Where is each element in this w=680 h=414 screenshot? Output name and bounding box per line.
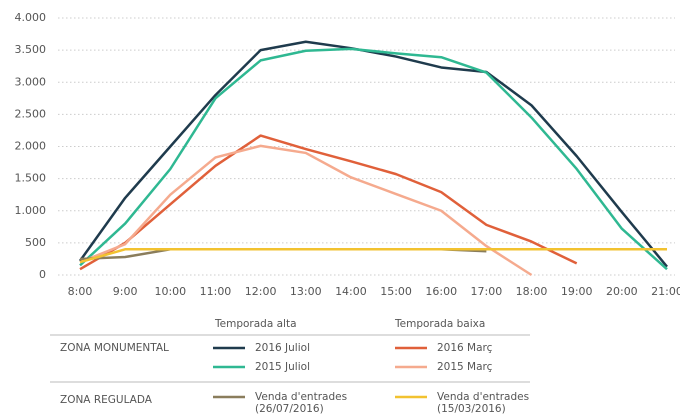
legend-label: Venda d'entrades (26/07/2016) xyxy=(255,391,348,414)
x-tick-label: 8:00 xyxy=(68,285,93,298)
y-tick-label: 3.000 xyxy=(15,75,47,88)
series-line xyxy=(79,248,487,261)
y-tick-label: 2.500 xyxy=(15,107,47,120)
x-tick-label: 16:00 xyxy=(425,285,457,298)
legend-label: 2016 Març xyxy=(437,342,493,354)
series-line xyxy=(79,134,578,271)
x-tick-label: 17:00 xyxy=(471,285,503,298)
legend-row-header: ZONA REGULADA xyxy=(60,394,152,406)
series-line xyxy=(79,144,533,277)
y-tick-label: 2.000 xyxy=(15,140,47,153)
x-tick-label: 19:00 xyxy=(561,285,593,298)
y-tick-label: 1.000 xyxy=(15,204,47,217)
legend-label: 2016 Juliol xyxy=(255,342,310,354)
y-tick-label: 500 xyxy=(25,236,46,249)
y-tick-label: 0 xyxy=(39,268,46,281)
y-tick-label: 1.500 xyxy=(15,172,47,185)
x-tick-label: 9:00 xyxy=(113,285,138,298)
legend-label: 2015 Juliol xyxy=(255,361,310,373)
x-tick-label: 18:00 xyxy=(516,285,548,298)
series-line xyxy=(78,40,668,268)
legend-label: Venda d'entrades (15/03/2016) xyxy=(437,391,530,414)
legend-column-header: Temporada baixa xyxy=(395,318,486,330)
legend-column-header: Temporada alta xyxy=(215,318,297,330)
x-tick-label: 13:00 xyxy=(290,285,322,298)
x-tick-label: 21:00 xyxy=(651,285,680,298)
x-tick-label: 11:00 xyxy=(200,285,232,298)
x-tick-label: 15:00 xyxy=(380,285,412,298)
y-tick-label: 3.500 xyxy=(15,43,47,56)
series-line xyxy=(79,47,668,271)
series-line xyxy=(79,248,667,264)
x-tick-label: 20:00 xyxy=(606,285,638,298)
legend-label: 2015 Març xyxy=(437,361,493,373)
legend-row-header: ZONA MONUMENTAL xyxy=(60,342,169,354)
x-tick-label: 10:00 xyxy=(154,285,186,298)
y-tick-label: 4.000 xyxy=(15,11,47,24)
x-tick-label: 14:00 xyxy=(335,285,367,298)
x-tick-label: 12:00 xyxy=(245,285,277,298)
